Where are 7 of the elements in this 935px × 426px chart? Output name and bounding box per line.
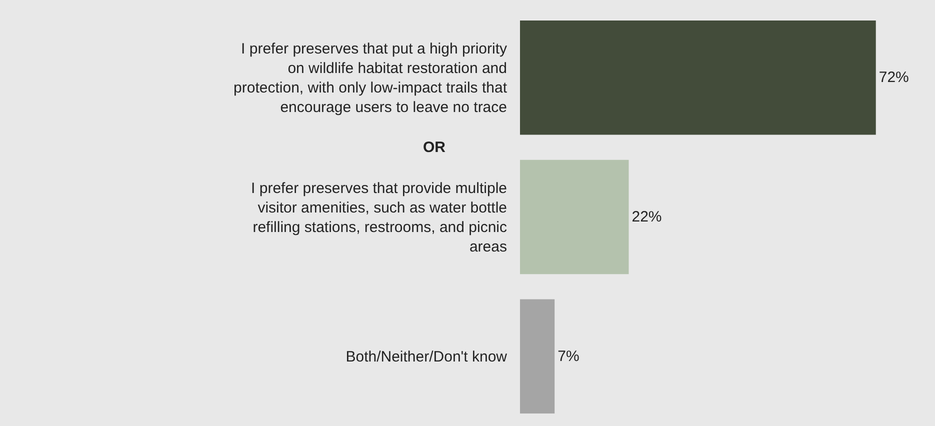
data-label: 7% bbox=[558, 348, 580, 365]
text: OR bbox=[423, 139, 446, 156]
data-label: 22% bbox=[632, 208, 662, 226]
y-tick-label: Both/Neither/Don't know bbox=[346, 348, 508, 366]
y-tick-label: I prefer preserves that provide multiple visitor amenities, such as water bottle refilling stations, restrooms, and picnic areas bbox=[251, 180, 508, 256]
y-tick-label: I prefer preserves that put a high priority on wildlife habitat restoration and protection, with only low-impact trails that encourage users to leave no trace bbox=[234, 40, 508, 116]
data-label: 72% bbox=[878, 69, 909, 86]
